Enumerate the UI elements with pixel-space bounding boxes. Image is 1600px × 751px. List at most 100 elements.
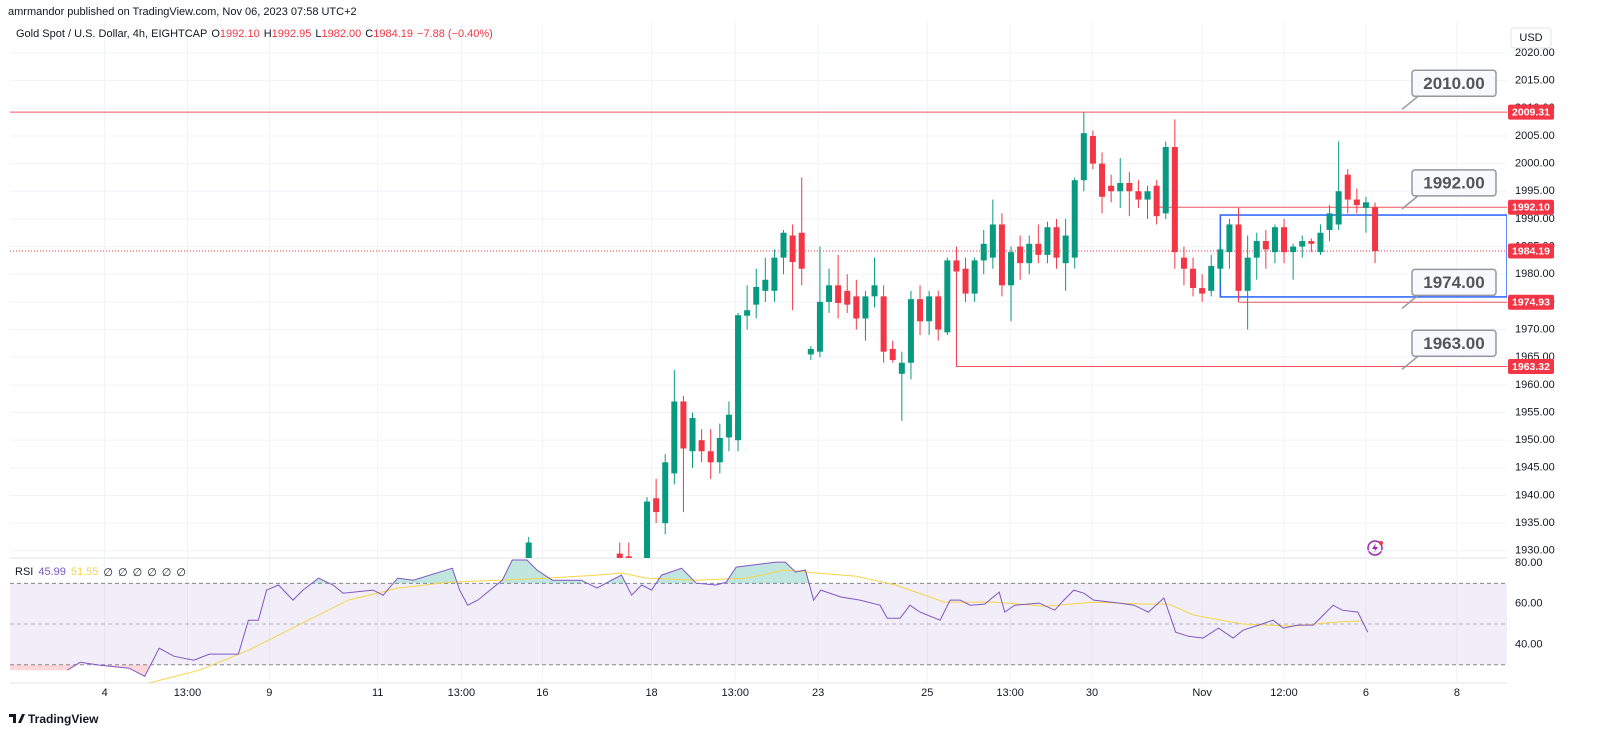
rsi-param: ∅ — [147, 567, 157, 579]
candle-body — [1026, 243, 1033, 264]
candle-body — [789, 235, 796, 263]
callout-label: 1992.00 — [1423, 173, 1484, 192]
lightning-icon — [1367, 540, 1383, 556]
candle-body — [762, 279, 769, 291]
candle-body — [944, 260, 951, 333]
ohlc-item: C1984.19 — [365, 28, 413, 40]
rsi-line — [67, 559, 1369, 677]
candle-body — [1208, 265, 1215, 291]
candle-body — [1317, 232, 1324, 253]
candle-body — [1290, 246, 1297, 253]
candle-body — [1008, 252, 1015, 286]
oversold — [10, 664, 151, 677]
candle-body — [835, 285, 842, 303]
candle-body — [744, 310, 751, 316]
callout-pointer — [1401, 95, 1419, 110]
rsi-ma-last: 51.55 — [70, 566, 99, 578]
candle-body — [953, 260, 960, 272]
x-tick-label: 13:00 — [174, 687, 202, 699]
candle-body — [780, 232, 787, 258]
candle-body — [1362, 202, 1369, 208]
y-tick-label: 1945.00 — [1515, 462, 1555, 474]
rsi-param: ∅ — [132, 567, 143, 579]
candle-body — [1062, 235, 1069, 264]
candle-body — [1217, 249, 1224, 269]
price-label-box — [1508, 294, 1554, 310]
rsi-tick-label: 40.00 — [1515, 638, 1543, 650]
ohlc-item: H1992.95 — [264, 28, 312, 40]
x-tick-label: 23 — [812, 687, 824, 699]
publisher: amrmandor published on TradingView.com, … — [8, 6, 357, 18]
price-label-box — [1508, 199, 1554, 215]
candle-body — [1180, 257, 1187, 269]
candle-body — [1117, 182, 1124, 192]
rsi-oversold-fill — [10, 664, 151, 677]
x-tick-label: 6 — [1363, 687, 1369, 699]
candle-body — [735, 315, 742, 441]
y-tick-label: 1995.00 — [1515, 185, 1555, 197]
candle-body — [798, 232, 805, 269]
candle-body — [1253, 241, 1260, 258]
candle-body — [1135, 191, 1142, 200]
candle-body — [1353, 199, 1360, 206]
candle-body — [716, 437, 723, 463]
ohlc-key: C — [365, 28, 374, 40]
candle-body — [853, 296, 860, 319]
candle-body — [1144, 191, 1151, 200]
candle-body — [753, 286, 760, 305]
symbol-title: Gold Spot / U.S. Dollar, 4h, EIGHTCAP — [16, 28, 208, 40]
candle-body — [1226, 224, 1233, 253]
x-tick-label: 18 — [645, 687, 657, 699]
candle-body — [1071, 180, 1078, 258]
ohlc-value: 1982.00 — [321, 28, 362, 40]
x-tick-label: 8 — [1454, 687, 1460, 699]
y-tick-label: 1955.00 — [1515, 406, 1555, 418]
x-tick-label: 25 — [921, 687, 933, 699]
rsi-pane — [10, 559, 1507, 683]
change: −7.88 (−0.40%) — [417, 28, 493, 40]
callout-pointer — [1401, 294, 1419, 310]
y-tick-label: 1970.00 — [1515, 323, 1555, 335]
rsi-ma-line — [149, 569, 1363, 683]
candle-body — [1308, 241, 1315, 244]
candle-body — [1108, 185, 1115, 192]
x-tick-label: 16 — [536, 687, 548, 699]
candle-body — [989, 224, 996, 258]
brand-logo — [9, 714, 25, 723]
candle-body — [625, 556, 632, 558]
candle-body — [998, 224, 1005, 286]
price-label-box — [1508, 359, 1554, 375]
y-tick-label: 1940.00 — [1515, 489, 1555, 501]
candle-body — [680, 401, 687, 449]
price-pane — [10, 111, 1507, 558]
candle-body — [698, 440, 705, 452]
x-tick-label: 13:00 — [722, 687, 750, 699]
x-tick-label: 12:00 — [1270, 687, 1298, 699]
candle-body — [707, 451, 714, 463]
candle-body — [1035, 243, 1042, 255]
y-tick-label: 1935.00 — [1515, 517, 1555, 529]
rsi-param: ∅ — [176, 567, 186, 579]
candle-body — [1372, 207, 1379, 252]
rsi-param: ∅ — [118, 567, 128, 579]
symbol-legend: Gold Spot / U.S. Dollar, 4h, EIGHTCAP O19… — [16, 28, 493, 40]
candle-body — [1080, 133, 1087, 181]
price-label: 1974.93 — [1512, 297, 1550, 309]
candle-body — [725, 414, 732, 438]
ohlc-item: O1992.10 — [211, 28, 259, 40]
y-tick-label: 1950.00 — [1515, 434, 1555, 446]
y-tick-label: 2000.00 — [1515, 158, 1555, 170]
x-tick-label: 13:00 — [448, 687, 476, 699]
candle-body — [616, 553, 623, 558]
currency: USD — [1519, 32, 1542, 44]
candle-body — [1281, 227, 1288, 253]
candle-body — [1271, 227, 1278, 253]
callout-label: 1963.00 — [1423, 334, 1484, 353]
candle-body — [1089, 135, 1096, 164]
candle-body — [880, 296, 887, 352]
candle-body — [1299, 241, 1306, 247]
x-tick-label: Nov — [1192, 687, 1212, 699]
candle-body — [1244, 257, 1251, 291]
candle-body — [653, 498, 660, 513]
